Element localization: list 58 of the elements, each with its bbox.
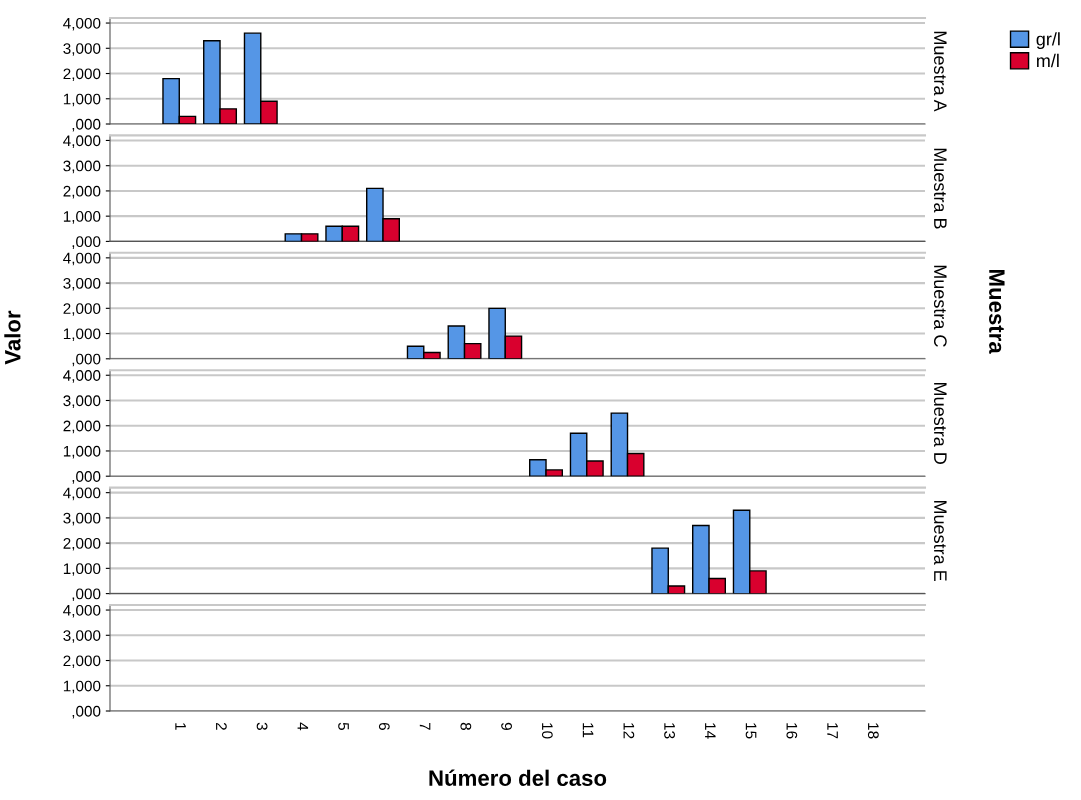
y-axis-title: Valor — [4, 310, 21, 365]
y-tick-label: 2,000 — [63, 68, 101, 82]
y-tick-label: 1,000 — [63, 211, 101, 224]
x-tick-label: 14 — [705, 723, 716, 739]
x-tick-label: 5 — [338, 722, 349, 730]
x-tick-label: 4 — [297, 722, 309, 731]
y-tick-label: 3,000 — [63, 277, 101, 291]
y-tick-label: 1,000 — [63, 563, 101, 576]
x-tick-label: 3 — [256, 722, 268, 730]
x-tick-label: 11 — [582, 723, 594, 738]
x-tick-label: 7 — [419, 722, 431, 730]
y-tick-label: ,000 — [72, 588, 101, 602]
y-tick-label: 1,000 — [63, 328, 101, 342]
x-tick-label: 8 — [460, 722, 472, 730]
y-tick-label: 3,000 — [63, 160, 101, 174]
y-tick-label: 1,000 — [63, 93, 101, 107]
y-tick-label: 2,000 — [63, 655, 101, 669]
y-tick-label: 4,000 — [63, 487, 101, 501]
y-tick-label: 3,000 — [63, 630, 101, 643]
y-tick-label: 3,000 — [63, 43, 101, 56]
x-tick-label: 15 — [745, 723, 757, 739]
x-tick-label: 17 — [827, 723, 838, 739]
y-tick-label: ,000 — [72, 236, 101, 249]
y-tick-label: 4,000 — [63, 604, 101, 618]
y-tick-label: 4,000 — [63, 370, 101, 383]
y2-axis-title: Muestra C — [933, 265, 947, 347]
x-tick-label: 2 — [216, 722, 227, 730]
x-tick-label: 10 — [541, 723, 553, 739]
x-tick-label: 18 — [867, 723, 879, 739]
y-tick-label: 3,000 — [63, 395, 101, 408]
y-tick-label: 4,000 — [63, 17, 101, 31]
y-tick-label: 1,000 — [63, 680, 101, 694]
y-tick-label: 2,000 — [63, 537, 101, 551]
text: Muestra — [989, 269, 1005, 354]
y-tick-label: ,000 — [72, 705, 101, 719]
y-tick-label: ,000 — [72, 471, 101, 484]
y-tick-label: 4,000 — [63, 252, 101, 266]
y2-axis-title: Muestra B — [933, 148, 947, 229]
x-axis-title: Número del caso — [429, 769, 607, 786]
x-tick-label: 6 — [378, 722, 390, 730]
legend-label: m/l — [1037, 53, 1059, 68]
x-tick-label: 12 — [623, 723, 635, 739]
y2-axis-title: Muestra E — [933, 500, 947, 581]
y-tick-label: 3,000 — [63, 512, 101, 526]
y-tick-label: 2,000 — [63, 185, 101, 199]
x-tick-label: 13 — [664, 723, 675, 739]
y2-axis-title: Muestra A — [933, 31, 947, 112]
y2-axis-title: Muestra D — [933, 383, 947, 464]
x-tick-label: 1 — [175, 723, 186, 730]
y-tick-label: 2,000 — [63, 303, 101, 316]
x-tick-label: 16 — [786, 723, 798, 739]
y-tick-label: 1,000 — [63, 445, 101, 459]
x-tick-label: 9 — [501, 722, 512, 730]
legend-label: gr/l — [1036, 32, 1060, 50]
y-tick-label: 4,000 — [63, 135, 101, 148]
y-tick-label: 2,000 — [63, 420, 101, 434]
y-tick-label: ,000 — [72, 118, 101, 132]
y-tick-label: ,000 — [72, 353, 101, 367]
